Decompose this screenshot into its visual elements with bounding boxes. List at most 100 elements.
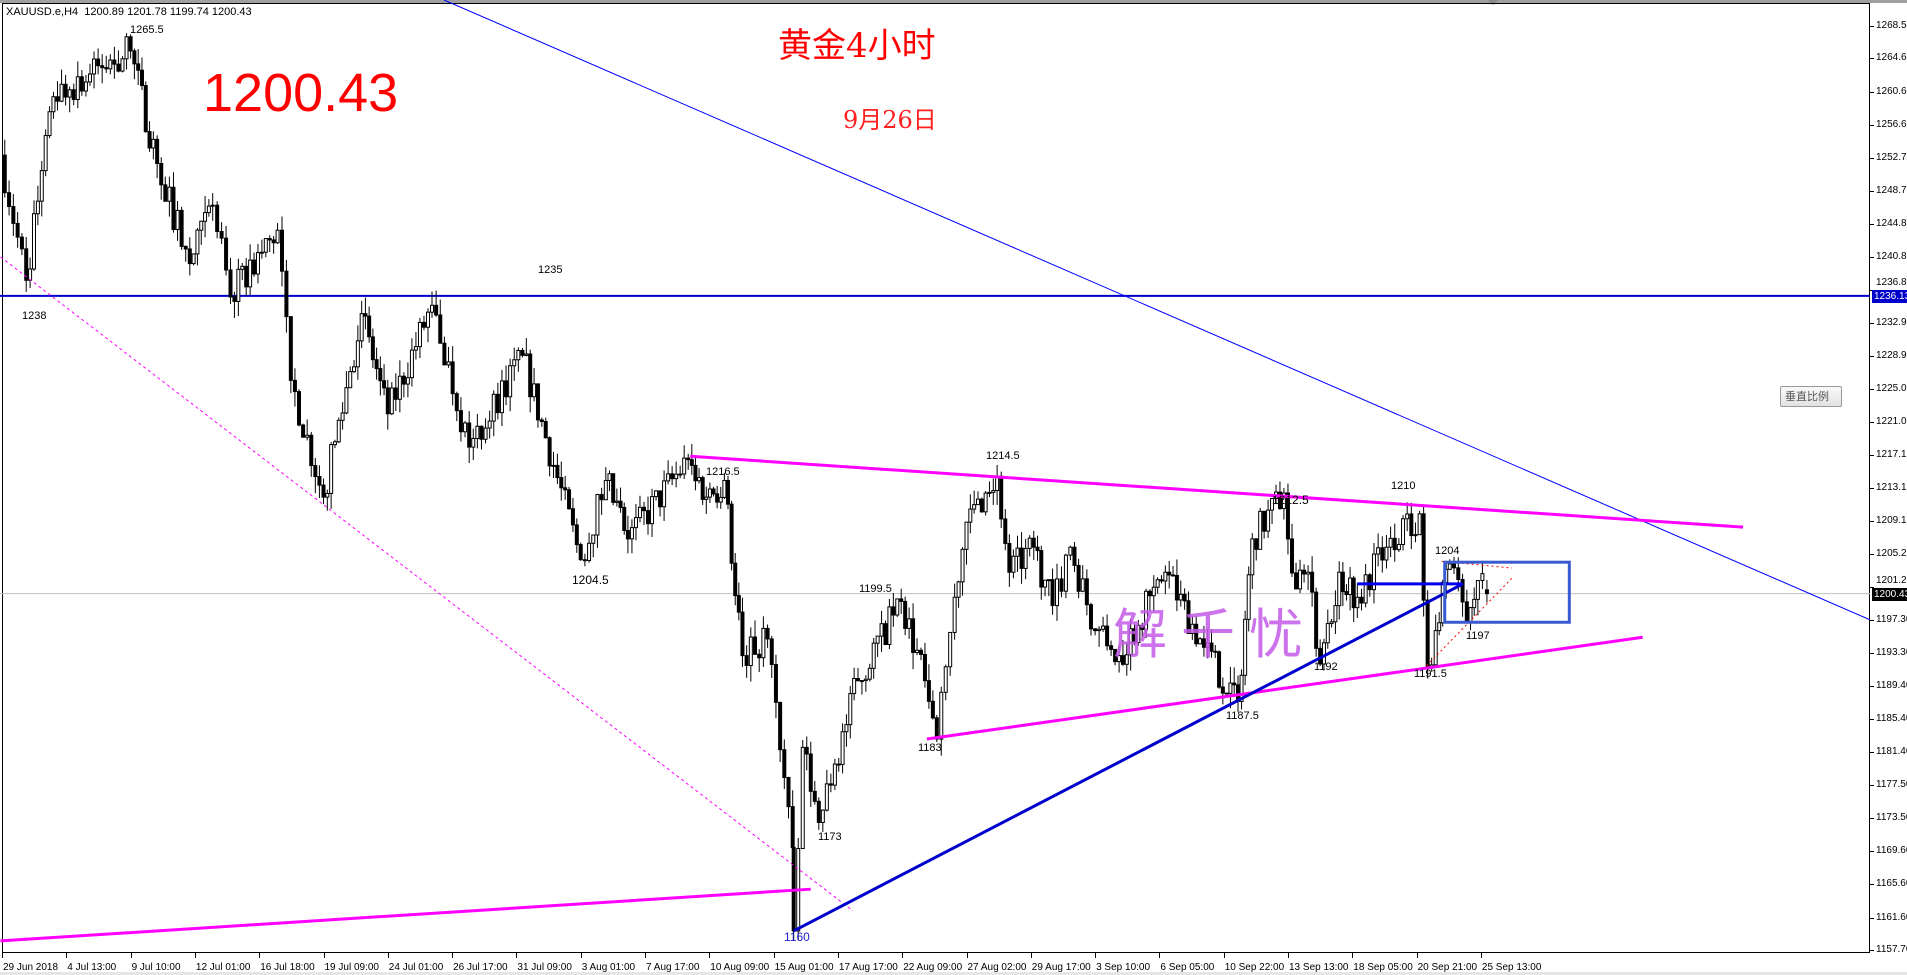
x-tick-mark [194, 953, 196, 958]
candle-bullish [939, 691, 944, 740]
candle-bullish [1270, 498, 1275, 511]
candle-bearish [244, 265, 249, 288]
candle-bullish [662, 480, 667, 508]
consolidation-box [1443, 560, 1571, 624]
candle-bearish [2, 154, 7, 194]
candle-bearish [658, 490, 663, 508]
candle-bearish [547, 437, 552, 467]
x-tick-label: 25 Sep 13:00 [1481, 962, 1542, 973]
candle-bullish [405, 377, 410, 385]
candle-bullish [210, 204, 215, 207]
y-tick-label: 1252.70 [1876, 151, 1907, 163]
y-tick-mark [1870, 223, 1874, 225]
candle-bearish [1452, 563, 1457, 569]
candle-bullish [1027, 537, 1032, 549]
candle-bearish [903, 600, 908, 629]
candle-bullish [1376, 547, 1381, 555]
candle-bullish [532, 383, 537, 398]
y-tick-label: 1268.50 [1876, 19, 1907, 31]
candle-bullish [199, 220, 204, 231]
candle-bearish [7, 192, 12, 208]
ohlc-values: 1200.89 1201.78 1199.74 1200.43 [84, 6, 252, 18]
plot-area[interactable] [2, 3, 1870, 953]
candle-bullish [325, 492, 330, 498]
candle-bullish [707, 488, 712, 498]
y-tick-label: 1201.20 [1876, 574, 1907, 586]
candle-bearish [252, 259, 257, 275]
candle-bullish [512, 359, 517, 367]
candle-bullish [697, 477, 702, 482]
candle-bullish [329, 444, 334, 494]
candle-bearish [385, 387, 390, 415]
candle-bearish [543, 420, 548, 439]
candle-bearish [458, 410, 463, 433]
candle-bearish [1093, 628, 1098, 632]
candle-bearish [301, 424, 306, 438]
candle-bullish [1281, 492, 1286, 510]
candle-bullish [915, 649, 920, 653]
x-tick-label: 3 Aug 01:00 [581, 962, 636, 973]
x-tick-mark [645, 953, 646, 958]
candle-bearish [934, 717, 939, 740]
candlestick-chart[interactable] [0, 0, 1870, 953]
candle-bullish [1363, 574, 1368, 604]
symbol-label: XAUUSD.e,H4 [6, 6, 79, 18]
candle-bearish [765, 627, 770, 640]
candle-bullish [1472, 598, 1477, 609]
candle-bullish [508, 365, 513, 398]
x-tick-mark [130, 953, 132, 958]
candle-bullish [666, 473, 671, 482]
annotation-label-low: 1160 [784, 930, 810, 944]
candle-bullish [1063, 554, 1068, 592]
chart-shift-arrow-icon[interactable] [1488, 0, 1498, 5]
x-tick-mark [580, 953, 582, 958]
candle-bullish [51, 96, 56, 113]
candle-bearish [155, 138, 160, 164]
trendline-channel-dashed [0, 256, 854, 912]
candle-bearish [918, 649, 923, 655]
x-tick-mark [1223, 953, 1225, 958]
y-tick-mark [1870, 256, 1874, 258]
x-tick-mark [1416, 953, 1418, 958]
chart-date: 9月26日 [843, 106, 937, 134]
candle-bullish [674, 473, 679, 480]
candle-bearish [454, 393, 459, 412]
x-tick-label: 3 Sep 10:00 [1096, 962, 1151, 973]
candle-bearish [363, 313, 368, 317]
x-tick-mark [387, 953, 389, 958]
candle-bearish [279, 229, 284, 272]
candle-bearish [744, 655, 749, 667]
y-tick-label: 1221.00 [1876, 416, 1907, 428]
x-tick-mark [259, 953, 261, 958]
candle-bearish [618, 500, 623, 508]
candle-bullish [409, 349, 414, 379]
candle-bearish [582, 559, 587, 562]
candle-bullish [1405, 513, 1410, 520]
candle-bullish [305, 434, 310, 438]
candle-bearish [1262, 510, 1267, 532]
candle-bullish [336, 419, 341, 443]
chart-header: XAUUSD.e,H4 1200.89 1201.78 1199.74 1200… [6, 6, 252, 18]
candle-bullish [1388, 537, 1393, 548]
candle-bullish [879, 623, 884, 637]
candle-bullish [1144, 590, 1149, 631]
trendline-triangle-upper [690, 454, 1744, 529]
x-tick-label: 24 Jul 01:00 [388, 962, 444, 973]
bottom-scrollbar[interactable] [0, 972, 1907, 975]
x-tick-mark [773, 953, 775, 958]
y-tick-label: 1193.30 [1876, 647, 1907, 659]
candle-bearish [187, 248, 192, 265]
y-tick-mark [1870, 784, 1874, 786]
y-tick-label: 1232.90 [1876, 316, 1907, 328]
candle-bearish [1340, 571, 1345, 593]
candle-bullish [206, 205, 211, 214]
candle-bearish [1039, 550, 1044, 588]
candle-bullish [975, 498, 980, 506]
candle-bearish [1194, 623, 1199, 645]
candle-bullish [1306, 571, 1311, 575]
vertical-scale-button[interactable]: 垂直比例 [1780, 386, 1842, 407]
candle-bearish [1254, 538, 1259, 550]
candle-bullish [983, 492, 988, 513]
candle-bullish [1266, 509, 1271, 532]
